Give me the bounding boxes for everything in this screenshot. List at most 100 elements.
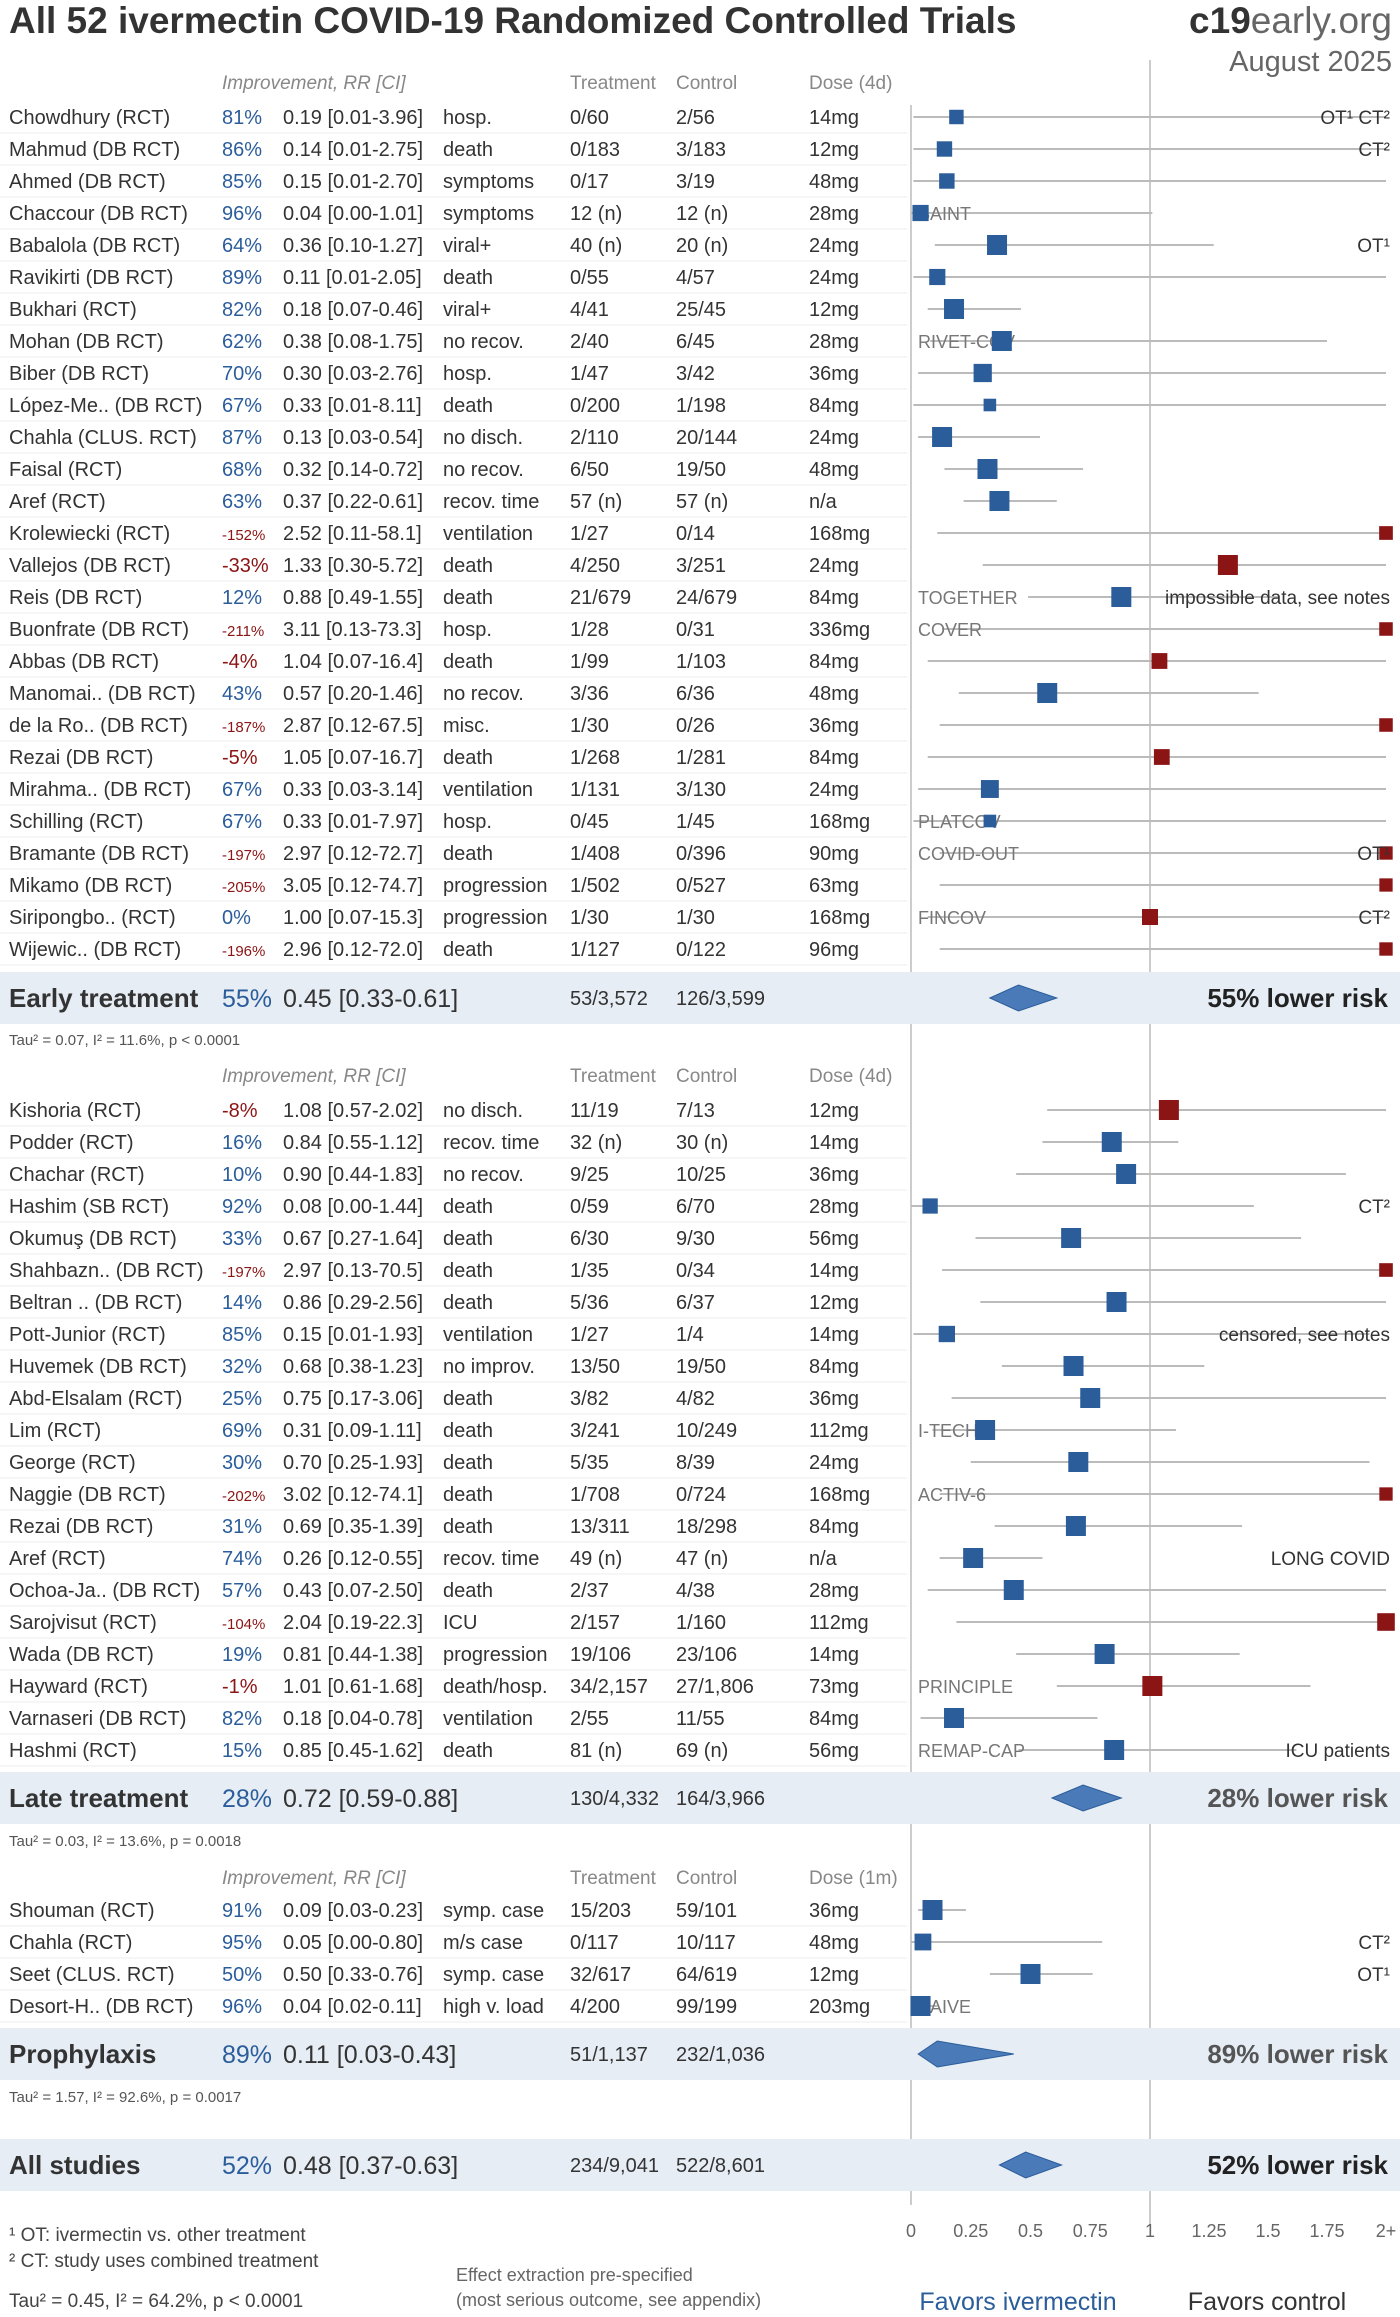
effect-marker[interactable] — [1020, 1964, 1041, 1984]
study-name[interactable]: Sarojvisut (RCT) — [9, 1612, 157, 1634]
study-name[interactable]: Biber (DB RCT) — [9, 363, 149, 385]
study-name[interactable]: Reis (DB RCT) — [9, 587, 142, 609]
effect-marker[interactable] — [1377, 1613, 1395, 1631]
study-name[interactable]: Bramante (DB RCT) — [9, 843, 189, 865]
effect-marker[interactable] — [1101, 1132, 1122, 1152]
study-name[interactable]: Ahmed (DB RCT) — [9, 171, 166, 193]
study-name[interactable]: Mohan (DB RCT) — [9, 331, 163, 353]
effect-marker[interactable] — [1217, 555, 1238, 575]
effect-marker[interactable] — [1104, 1740, 1125, 1760]
study-name[interactable]: Seet (CLUS. RCT) — [9, 1964, 175, 1986]
effect-marker[interactable] — [922, 1900, 943, 1920]
effect-marker[interactable] — [980, 780, 999, 798]
study-name[interactable]: Hayward (RCT) — [9, 1676, 148, 1698]
study-name[interactable]: de la Ro.. (DB RCT) — [9, 715, 188, 737]
study-name[interactable]: Krolewiecki (RCT) — [9, 523, 170, 545]
study-name[interactable]: Naggie (DB RCT) — [9, 1484, 166, 1506]
effect-marker[interactable] — [989, 491, 1010, 511]
effect-marker[interactable] — [1142, 909, 1158, 925]
study-name[interactable]: Aref (RCT) — [9, 491, 106, 513]
effect-marker[interactable] — [1379, 1263, 1393, 1277]
effect-marker[interactable] — [1111, 587, 1132, 607]
effect-marker[interactable] — [1080, 1388, 1101, 1408]
study-name[interactable]: Babalola (DB RCT) — [9, 235, 180, 257]
effect-marker[interactable] — [963, 1548, 984, 1568]
study-name[interactable]: Chowdhury (RCT) — [9, 107, 170, 129]
summary-2-diamond[interactable] — [917, 2040, 1014, 2068]
study-name[interactable]: Podder (RCT) — [9, 1132, 133, 1154]
study-name[interactable]: Wijewic.. (DB RCT) — [9, 939, 181, 961]
study-name[interactable]: Abbas (DB RCT) — [9, 651, 159, 673]
effect-marker[interactable] — [1379, 622, 1393, 636]
study-name[interactable]: Lim (RCT) — [9, 1420, 101, 1442]
study-name[interactable]: Chaccour (DB RCT) — [9, 203, 188, 225]
effect-marker[interactable] — [938, 1325, 956, 1343]
effect-marker[interactable] — [1379, 526, 1393, 540]
study-name[interactable]: Pott-Junior (RCT) — [9, 1324, 166, 1346]
study-name[interactable]: López-Me.. (DB RCT) — [9, 395, 202, 417]
effect-marker[interactable] — [936, 141, 953, 157]
study-name[interactable]: Abd-Elsalam (RCT) — [9, 1388, 182, 1410]
study-name[interactable]: Huvemek (DB RCT) — [9, 1356, 187, 1378]
effect-marker[interactable] — [929, 268, 946, 286]
study-name[interactable]: Manomai.. (DB RCT) — [9, 683, 196, 705]
effect-marker[interactable] — [949, 109, 964, 125]
effect-marker[interactable] — [975, 1420, 996, 1440]
effect-marker[interactable] — [1142, 1676, 1163, 1696]
effect-marker[interactable] — [944, 299, 965, 319]
effect-marker[interactable] — [1063, 1356, 1084, 1376]
study-name[interactable]: Rezai (DB RCT) — [9, 1516, 153, 1538]
effect-marker[interactable] — [983, 398, 997, 412]
effect-marker[interactable] — [1379, 846, 1393, 860]
study-name[interactable]: Shouman (RCT) — [9, 1900, 155, 1922]
effect-marker[interactable] — [944, 1708, 965, 1728]
effect-marker[interactable] — [987, 235, 1008, 255]
study-name[interactable]: Hashim (SB RCT) — [9, 1196, 169, 1218]
study-name[interactable]: Chahla (CLUS. RCT) — [9, 427, 197, 449]
study-name[interactable]: Rezai (DB RCT) — [9, 747, 153, 769]
study-name[interactable]: Desort-H.. (DB RCT) — [9, 1996, 193, 2018]
study-name[interactable]: Shahbazn.. (DB RCT) — [9, 1260, 204, 1282]
effect-marker[interactable] — [922, 1198, 938, 1214]
study-name[interactable]: Chahla (RCT) — [9, 1932, 132, 1954]
brand-logo[interactable]: c19early.org — [1189, 0, 1392, 42]
study-name[interactable]: George (RCT) — [9, 1452, 136, 1474]
study-name[interactable]: Okumuş (DB RCT) — [9, 1228, 177, 1250]
effect-marker[interactable] — [914, 1933, 932, 1951]
effect-marker[interactable] — [939, 173, 955, 189]
study-name[interactable]: Kishoria (RCT) — [9, 1100, 141, 1122]
effect-marker[interactable] — [1158, 1100, 1179, 1120]
study-name[interactable]: Mahmud (DB RCT) — [9, 139, 180, 161]
study-name[interactable]: Vallejos (DB RCT) — [9, 555, 171, 577]
effect-marker[interactable] — [1068, 1452, 1089, 1472]
effect-marker[interactable] — [1094, 1644, 1115, 1664]
overall-diamond[interactable] — [998, 2151, 1064, 2179]
effect-marker[interactable] — [1379, 878, 1393, 892]
effect-marker[interactable] — [1379, 718, 1393, 732]
effect-marker[interactable] — [1061, 1228, 1082, 1248]
study-name[interactable]: Chachar (RCT) — [9, 1164, 145, 1186]
study-name[interactable]: Beltran .. (DB RCT) — [9, 1292, 182, 1314]
effect-marker[interactable] — [1116, 1164, 1137, 1184]
study-name[interactable]: Aref (RCT) — [9, 1548, 106, 1570]
effect-marker[interactable] — [1151, 653, 1168, 669]
summary-0-diamond[interactable] — [988, 984, 1059, 1012]
effect-marker[interactable] — [932, 427, 953, 447]
effect-marker[interactable] — [1065, 1516, 1086, 1536]
study-name[interactable]: Wada (DB RCT) — [9, 1644, 154, 1666]
effect-marker[interactable] — [983, 814, 997, 828]
study-name[interactable]: Ochoa-Ja.. (DB RCT) — [9, 1580, 200, 1602]
study-name[interactable]: Hashmi (RCT) — [9, 1740, 137, 1762]
study-name[interactable]: Buonfrate (DB RCT) — [9, 619, 189, 641]
effect-marker[interactable] — [977, 459, 998, 479]
study-name[interactable]: Ravikirti (DB RCT) — [9, 267, 173, 289]
study-name[interactable]: Schilling (RCT) — [9, 811, 143, 833]
effect-marker[interactable] — [1379, 1487, 1393, 1501]
study-name[interactable]: Siripongbo.. (RCT) — [9, 907, 176, 929]
effect-marker[interactable] — [1003, 1580, 1024, 1600]
effect-marker[interactable] — [1379, 942, 1393, 956]
effect-marker[interactable] — [1037, 683, 1058, 703]
effect-marker[interactable] — [991, 331, 1012, 351]
effect-marker[interactable] — [973, 363, 992, 383]
study-name[interactable]: Mikamo (DB RCT) — [9, 875, 172, 897]
